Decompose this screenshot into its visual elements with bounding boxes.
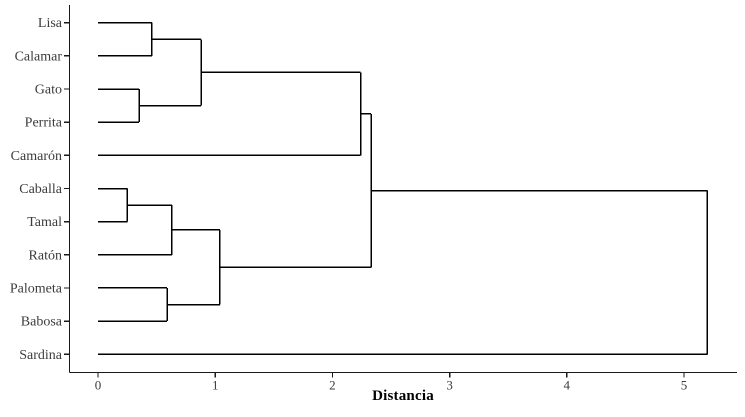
leaf-label: Tamal	[27, 215, 62, 230]
leaf-label: Lisa	[38, 16, 63, 31]
leaf-label: Babosa	[21, 315, 63, 330]
leaf-label: Calamar	[15, 49, 63, 64]
x-tick-label: 3	[446, 378, 453, 393]
x-axis-title: Distancia	[372, 388, 434, 404]
leaf-label: Ratón	[29, 248, 62, 263]
x-tick-label: 1	[212, 378, 219, 393]
x-tick-label: 4	[564, 378, 571, 393]
leaf-label: Sardina	[19, 348, 63, 363]
leaf-label: Camarón	[11, 149, 62, 164]
x-tick-label: 2	[329, 378, 336, 393]
x-tick-label: 0	[95, 378, 102, 393]
x-tick-label: 5	[681, 378, 688, 393]
leaf-label: Gato	[35, 83, 62, 98]
leaf-label: Palometa	[10, 281, 63, 296]
leaf-label: Perrita	[25, 116, 63, 131]
leaf-label: Caballa	[19, 182, 63, 197]
